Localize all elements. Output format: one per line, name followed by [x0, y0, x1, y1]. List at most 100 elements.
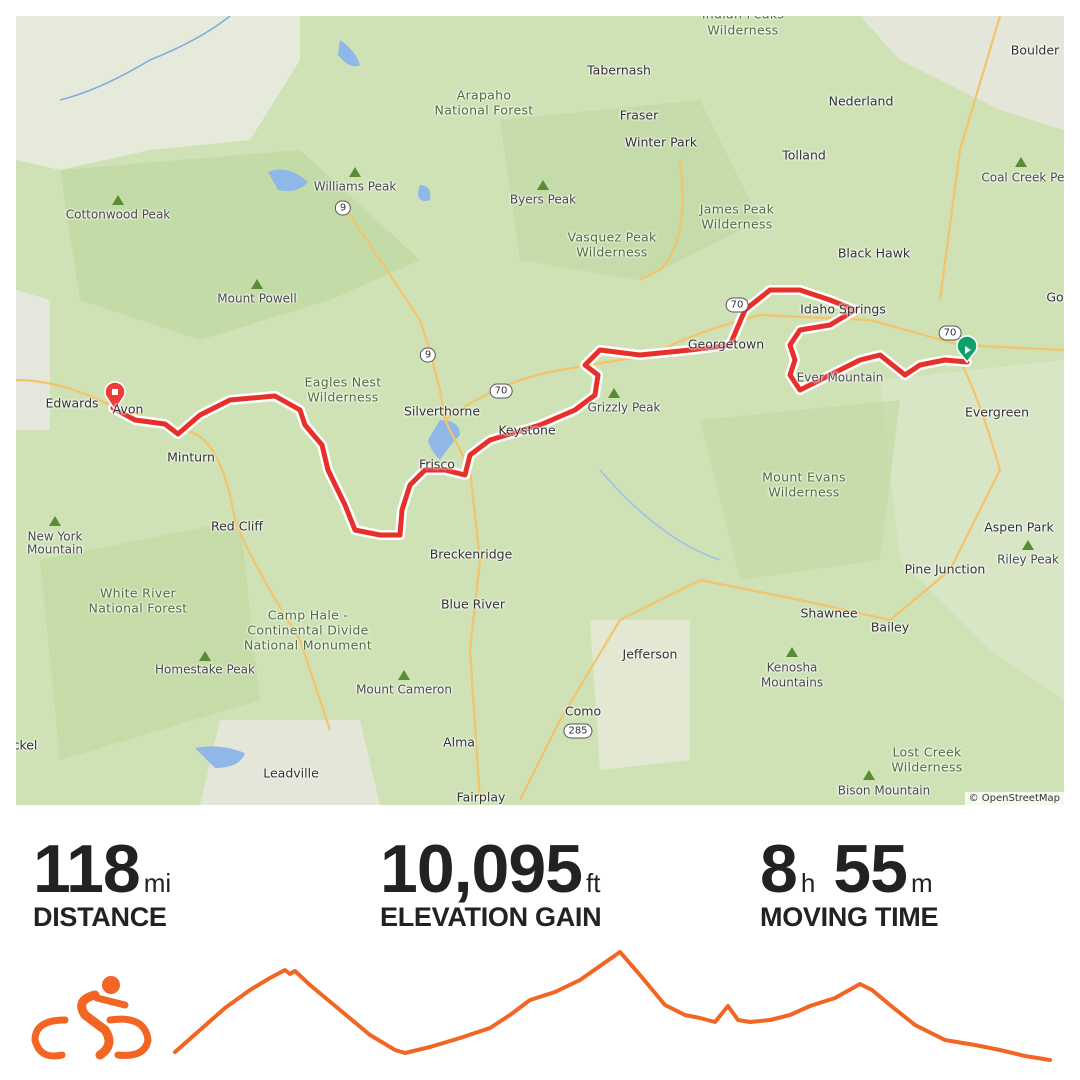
map-label: James Peak	[699, 201, 775, 217]
map-label: Vasquez Peak	[567, 229, 657, 245]
highway-shield: 70	[489, 383, 513, 399]
map-label: Wilderness	[891, 759, 963, 775]
map-label: Blue River	[440, 596, 506, 612]
map-label: Lost Creek	[892, 744, 962, 760]
elevation-value: 10,095	[380, 831, 583, 907]
map-label: Mountains	[760, 675, 824, 690]
peak-icon	[199, 651, 211, 661]
highway-shield: 70	[725, 297, 749, 313]
map-label: Keystone	[498, 422, 556, 438]
minutes-unit: m	[910, 868, 933, 898]
peak-icon	[863, 770, 875, 780]
highway-shield: 70	[938, 325, 962, 341]
start-marker[interactable]	[956, 335, 978, 364]
map-label: Wilderness	[307, 389, 379, 405]
map-terrain	[16, 16, 1064, 805]
elevation-stat: 10,095 ft ELEVATION GAIN	[380, 830, 602, 933]
map-label: Wilderness	[576, 244, 648, 260]
map-label: Red Cliff	[210, 518, 264, 534]
map-label: Continental Divide	[247, 622, 369, 638]
map-label: New York	[27, 529, 83, 544]
finish-flag-icon	[112, 389, 118, 395]
map-label: Riley Peak	[997, 552, 1059, 567]
map-label: White River	[99, 585, 177, 601]
peak-icon	[349, 167, 361, 177]
hours-value: 8	[760, 831, 798, 907]
map-label: Leadville	[263, 765, 319, 781]
elevation-section	[31, 950, 1052, 1062]
map-label: Edwards	[45, 395, 99, 411]
map-label: Black Hawk	[837, 245, 911, 261]
map-label: Kenosha	[766, 660, 818, 675]
map-label: Mount Powell	[217, 291, 297, 306]
map-label: Como	[564, 703, 602, 719]
map-label: National Monument	[243, 637, 373, 653]
elevation-unit: ft	[585, 868, 601, 898]
highway-shield: 9	[334, 200, 352, 216]
map-label: Cottonwood Peak	[65, 207, 171, 222]
route-map[interactable]: Indian Peaks Wilderness Boulder Tabernash Ar…	[16, 16, 1064, 805]
map-label: Pine Junction	[904, 561, 986, 577]
map-label: Aspen Park	[984, 519, 1054, 535]
map-label: Fraser	[619, 107, 659, 123]
elevation-label: ELEVATION GAIN	[380, 902, 602, 932]
play-icon	[965, 346, 971, 354]
distance-stat: 118 mi DISTANCE	[33, 830, 171, 933]
cycling-icon	[31, 976, 152, 1060]
map-label: Grizzly Peak	[587, 400, 661, 415]
map-label: Wilderness	[768, 484, 840, 500]
peak-icon	[251, 279, 263, 289]
map-label: Homestake Peak	[155, 662, 255, 677]
peak-icon	[112, 195, 124, 205]
map-label: Eagles Nest	[304, 374, 382, 390]
peak-icon	[49, 516, 61, 526]
distance-value: 118	[33, 831, 141, 907]
map-label: Wilderness	[701, 216, 773, 232]
map-label: Minturn	[167, 449, 215, 465]
highway-shield: 9	[419, 347, 437, 363]
route-line	[104, 285, 978, 540]
end-marker[interactable]	[104, 381, 126, 412]
map-label: Silverthorne	[403, 403, 481, 419]
map-label: Boulder	[1010, 42, 1060, 58]
peak-icon	[786, 647, 798, 657]
distance-unit: mi	[143, 868, 172, 898]
map-label: Arapaho	[456, 87, 512, 103]
map-label: Tolland	[782, 147, 826, 163]
map-label: Winter Park	[624, 134, 698, 150]
map-label: Camp Hale -	[267, 607, 349, 623]
hours-unit: h	[800, 868, 816, 898]
map-label: Shawnee	[800, 605, 858, 621]
map-label: Idaho Springs	[800, 301, 886, 317]
map-label: Alma	[443, 734, 475, 750]
map-label: Evergreen	[964, 404, 1030, 420]
map-label: Williams Peak	[313, 179, 397, 194]
map-label: Tabernash	[587, 62, 651, 78]
map-label: National Forest	[434, 102, 534, 118]
moving-time-label: MOVING TIME	[760, 902, 939, 932]
map-label: Fairplay	[456, 789, 506, 805]
map-label: Ever Mountain	[796, 370, 884, 385]
elevation-profile-line	[173, 950, 1052, 1062]
peak-icon	[608, 388, 620, 398]
moving-time-stat: 8 h 55 m MOVING TIME	[760, 830, 939, 933]
map-label: Mountain	[27, 542, 83, 557]
map-label: Frisco	[419, 456, 455, 472]
map-label: Avon	[112, 401, 144, 417]
map-label: Coal Creek Peak	[981, 170, 1064, 185]
minutes-value: 55	[833, 831, 908, 907]
map-label: Indian Peaks	[702, 16, 784, 22]
map-attribution[interactable]: © OpenStreetMap	[964, 792, 1064, 805]
map-label: Byers Peak	[509, 192, 577, 207]
map-label: Breckenridge	[429, 546, 513, 562]
map-label: Go	[1046, 289, 1064, 305]
map-label: National Forest	[88, 600, 188, 616]
map-label: ckel	[16, 737, 38, 753]
peak-icon	[398, 670, 410, 680]
peak-icon	[537, 180, 549, 190]
peak-icon	[1015, 157, 1027, 167]
map-label: Jefferson	[622, 646, 678, 662]
map-label: Bison Mountain	[837, 783, 931, 798]
map-label: Bailey	[870, 619, 910, 635]
highway-shield: 285	[563, 723, 593, 739]
